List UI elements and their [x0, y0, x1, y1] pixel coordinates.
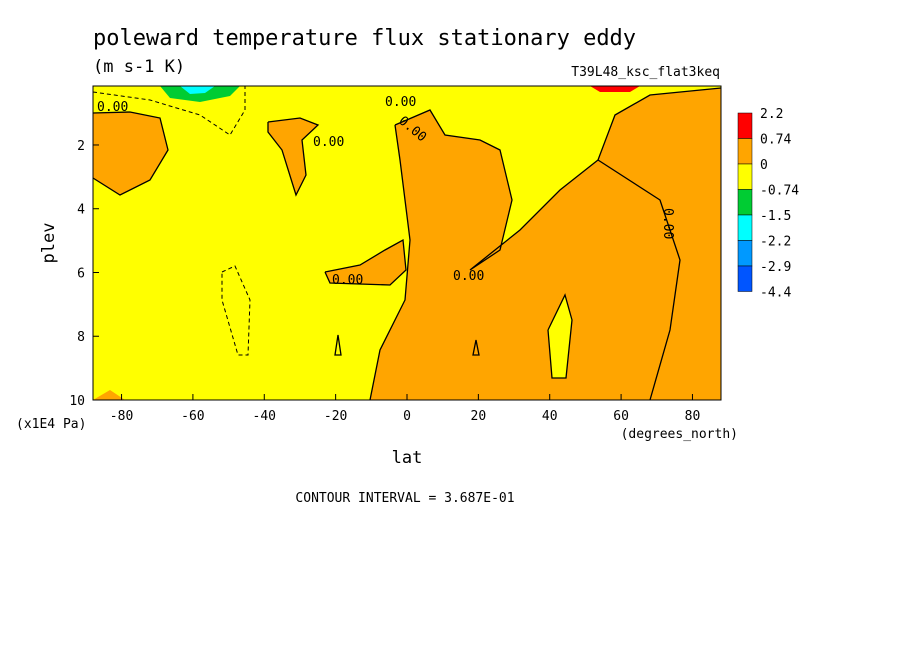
contour-line: [267, 117, 320, 197]
colorbar-swatch: [737, 240, 753, 267]
colorbar-swatch: [737, 138, 753, 165]
contour-label: 0.00: [453, 269, 484, 284]
contour-line: [334, 334, 342, 356]
units: (m s-1 K): [93, 57, 185, 77]
colorbar-label: -2.2: [760, 235, 791, 250]
region: [370, 88, 721, 400]
region: [548, 295, 572, 378]
region: [180, 86, 215, 94]
x-tick-label: -60: [181, 409, 204, 424]
colorbar-label: -4.4: [760, 286, 791, 301]
region: [160, 86, 240, 102]
contour-line: [324, 238, 407, 286]
colorbar-label: -2.9: [760, 260, 791, 275]
contour-line: [92, 111, 169, 196]
y-tick-label: 4: [77, 203, 85, 218]
region: [590, 86, 640, 92]
contour-label: 0.00: [385, 95, 416, 110]
contour-line: [394, 87, 722, 271]
chart-title: poleward temperature flux stationary edd…: [93, 26, 636, 51]
x-tick-label: 60: [613, 409, 629, 424]
colorbar-label: -1.5: [760, 209, 791, 224]
x-tick-label: -80: [110, 409, 133, 424]
y-units: (x1E4 Pa): [16, 417, 86, 432]
x-tick-label: 40: [542, 409, 558, 424]
colorbar-swatch: [737, 189, 753, 216]
contour-line: [92, 86, 246, 136]
colorbar-label: 2.2: [760, 107, 783, 122]
contour-label: 0.00: [660, 208, 675, 239]
contour-label: 0.00: [97, 100, 128, 115]
x-tick-label: 20: [471, 409, 487, 424]
y-tick-label: 8: [77, 330, 85, 345]
x-tick-label: -20: [324, 409, 347, 424]
colorbar-swatch: [737, 163, 753, 190]
contour-line: [472, 339, 480, 356]
colorbar-swatch: [737, 112, 753, 139]
contour-label: 0.00: [313, 135, 344, 150]
colorbar-label: 0: [760, 158, 768, 173]
y-tick-label: 2: [77, 139, 85, 154]
contour-line: [547, 293, 573, 379]
x-tick-label: -40: [253, 409, 276, 424]
y-tick-label: 10: [69, 394, 85, 409]
x-tick-label: 80: [685, 409, 701, 424]
x-units: (degrees_north): [621, 427, 738, 442]
dataset: T39L48_ksc_flat3keq: [571, 65, 720, 80]
y-tick-label: 6: [77, 266, 85, 281]
contour-line: [597, 159, 681, 401]
colorbar-label: 0.74: [760, 133, 791, 148]
note: CONTOUR INTERVAL = 3.687E-01: [295, 491, 514, 506]
x-tick-label: 0: [403, 409, 411, 424]
region: [325, 240, 406, 285]
contour-line: [369, 124, 411, 401]
region: [93, 112, 168, 195]
contour-line: [221, 265, 251, 356]
contour-label: 0.00: [332, 273, 363, 288]
colorbar-swatch: [737, 214, 753, 241]
colorbar-label: -0.74: [760, 184, 799, 199]
colorbar-swatch: [737, 265, 753, 292]
y-axis-label: plev: [39, 223, 59, 264]
region: [93, 390, 125, 400]
x-axis-label: lat: [392, 448, 423, 468]
plot-area: [92, 85, 722, 401]
